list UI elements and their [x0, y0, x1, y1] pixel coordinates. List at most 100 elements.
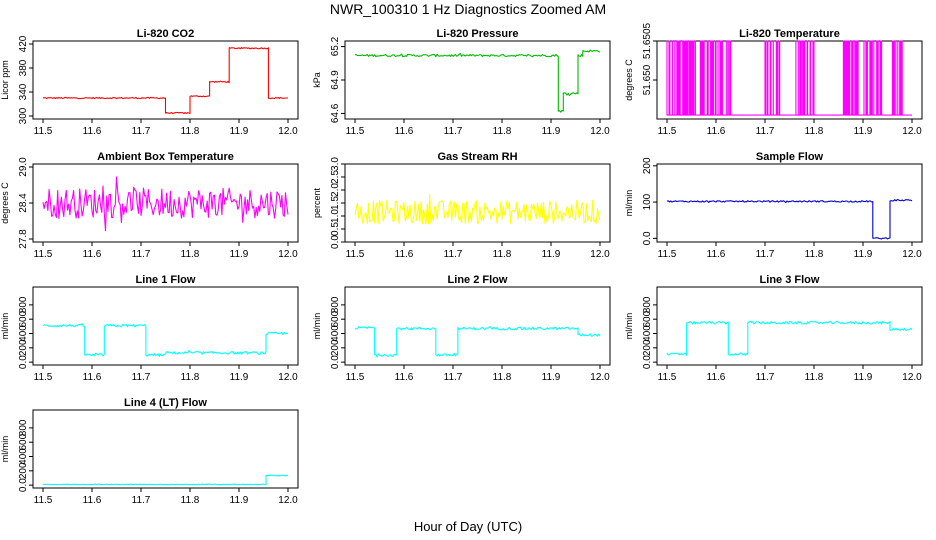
- y-axis-label: ml/min: [0, 436, 10, 463]
- x-tick-label: 11.7: [132, 372, 151, 383]
- x-tick-label: 11.8: [181, 249, 200, 260]
- x-tick-label: 11.5: [658, 126, 677, 137]
- panel-frame: [32, 409, 299, 489]
- y-tick-label: 400: [18, 325, 29, 342]
- x-tick-label: 11.7: [756, 249, 775, 260]
- series-line: [354, 49, 601, 113]
- series-line: [42, 323, 289, 357]
- y-tick-label: 3.0: [330, 157, 341, 171]
- y-axis-label: ml/min: [624, 313, 634, 340]
- panel-8: Line 2 Flow 11.5 11.6 11.7 11.8 11.9 12.0 0.020…: [312, 274, 611, 383]
- y-axis-label: degrees C: [0, 182, 10, 224]
- panel-4: Ambient Box Temperature 11.5 11.6 11.7 11.8 1…: [0, 151, 299, 260]
- x-tick-label: 11.6: [707, 249, 726, 260]
- y-tick-label: 800: [642, 296, 653, 313]
- y-tick-label: 64.6: [330, 103, 341, 123]
- x-tick-label: 12.0: [902, 249, 922, 260]
- x-tick-label: 11.8: [805, 372, 824, 383]
- panel-title: Ambient Box Temperature: [97, 151, 234, 163]
- x-tick-label: 12.0: [590, 249, 610, 260]
- panel-7: Line 1 Flow 11.5 11.6 11.7 11.8 11.9 12.0 0.020…: [0, 274, 299, 383]
- series-line: [354, 325, 601, 358]
- y-tick-label: 300: [18, 107, 29, 124]
- x-tick-label: 12.0: [278, 372, 298, 383]
- y-tick-label: 1.0: [330, 209, 341, 223]
- y-tick-label: 380: [18, 59, 29, 76]
- x-tick-label: 11.6: [395, 372, 414, 383]
- panel-title: Sample Flow: [756, 151, 824, 163]
- panel-2: Li-820 Pressure 11.5 11.6 11.7 11.8 11.9 12.0 6…: [312, 28, 611, 137]
- x-tick-label: 11.5: [346, 249, 365, 260]
- panel-9: Line 3 Flow 11.5 11.6 11.7 11.8 11.9 12.0 0.020…: [624, 274, 923, 383]
- x-tick-label: 11.9: [854, 249, 873, 260]
- y-tick-label: 0.0: [330, 355, 341, 369]
- panel-title: Line 3 Flow: [760, 274, 820, 286]
- y-tick-label: 2.0: [330, 183, 341, 197]
- figure-title: NWR_100310 1 Hz Diagnostics Zoomed AM: [330, 1, 606, 17]
- y-tick-label: 340: [18, 83, 29, 100]
- y-axis-label: ml/min: [624, 190, 634, 217]
- x-tick-label: 11.6: [395, 126, 414, 137]
- x-tick-label: 11.8: [493, 372, 512, 383]
- x-tick-label: 11.9: [230, 249, 249, 260]
- x-tick-label: 11.7: [444, 249, 463, 260]
- panel-6: Sample Flow 11.5 11.6 11.7 11.8 11.9 12.0 0.0 10…: [624, 151, 923, 260]
- y-axis-label: degrees C: [624, 59, 634, 101]
- x-tick-label: 11.5: [34, 372, 53, 383]
- y-axis-label: ml/min: [0, 313, 10, 340]
- panel-frame: [656, 40, 923, 120]
- y-tick-label: 800: [18, 419, 29, 436]
- panel-10: Line 4 (LT) Flow 11.5 11.6 11.7 11.8 11.9 12.0…: [0, 397, 299, 506]
- x-axis-label: Hour of Day (UTC): [414, 519, 522, 534]
- panel-frame: [344, 40, 611, 120]
- panel-5: Gas Stream RH 11.5 11.6 11.7 11.8 11.9 12.0 0.0…: [312, 151, 611, 260]
- x-tick-label: 11.7: [756, 126, 775, 137]
- y-axis-label: kPa: [312, 72, 322, 88]
- y-tick-label: 400: [642, 325, 653, 342]
- x-tick-label: 11.6: [83, 372, 102, 383]
- y-tick-label: 28.4: [18, 193, 29, 213]
- y-tick-label: 100: [642, 193, 653, 210]
- y-axis-label: ml/min: [312, 313, 322, 340]
- panel-title: Li-820 Temperature: [739, 28, 840, 40]
- series-line: [666, 320, 913, 356]
- y-tick-label: 600: [330, 310, 341, 327]
- panel-frame: [344, 286, 611, 366]
- x-tick-label: 11.9: [854, 372, 873, 383]
- series-line: [666, 40, 913, 116]
- x-tick-label: 11.6: [83, 249, 102, 260]
- panel-title: Li-820 Pressure: [437, 28, 519, 40]
- x-tick-label: 11.6: [83, 126, 102, 137]
- x-tick-label: 11.9: [854, 126, 873, 137]
- panel-title: Line 2 Flow: [448, 274, 508, 286]
- x-tick-label: 11.8: [181, 495, 200, 506]
- y-tick-label: 200: [642, 339, 653, 356]
- x-tick-label: 11.5: [346, 126, 365, 137]
- panel-frame: [344, 163, 611, 243]
- y-tick-label: 51.650: [642, 64, 653, 95]
- x-tick-label: 11.9: [230, 372, 249, 383]
- x-tick-label: 11.7: [444, 126, 463, 137]
- y-tick-label: 200: [18, 462, 29, 479]
- series-line: [43, 47, 289, 115]
- y-axis-label: Licor ppm: [0, 60, 10, 100]
- x-tick-label: 12.0: [902, 126, 922, 137]
- x-tick-label: 11.5: [34, 495, 53, 506]
- y-tick-label: 600: [642, 310, 653, 327]
- x-tick-label: 11.5: [658, 372, 677, 383]
- x-tick-label: 11.8: [805, 126, 824, 137]
- x-tick-label: 11.5: [34, 249, 53, 260]
- x-tick-label: 11.7: [132, 495, 151, 506]
- y-tick-label: 600: [18, 433, 29, 450]
- y-tick-label: 0.5: [330, 222, 341, 236]
- panel-title: Line 1 Flow: [136, 274, 196, 286]
- x-tick-label: 11.9: [542, 249, 561, 260]
- y-tick-label: 0.0: [18, 478, 29, 492]
- y-tick-label: 29.0: [18, 157, 29, 177]
- y-tick-label: 200: [330, 339, 341, 356]
- x-tick-label: 12.0: [902, 372, 922, 383]
- y-tick-label: 64.9: [330, 70, 341, 90]
- panel-title: Li-820 CO2: [137, 28, 194, 40]
- series-line: [42, 176, 289, 232]
